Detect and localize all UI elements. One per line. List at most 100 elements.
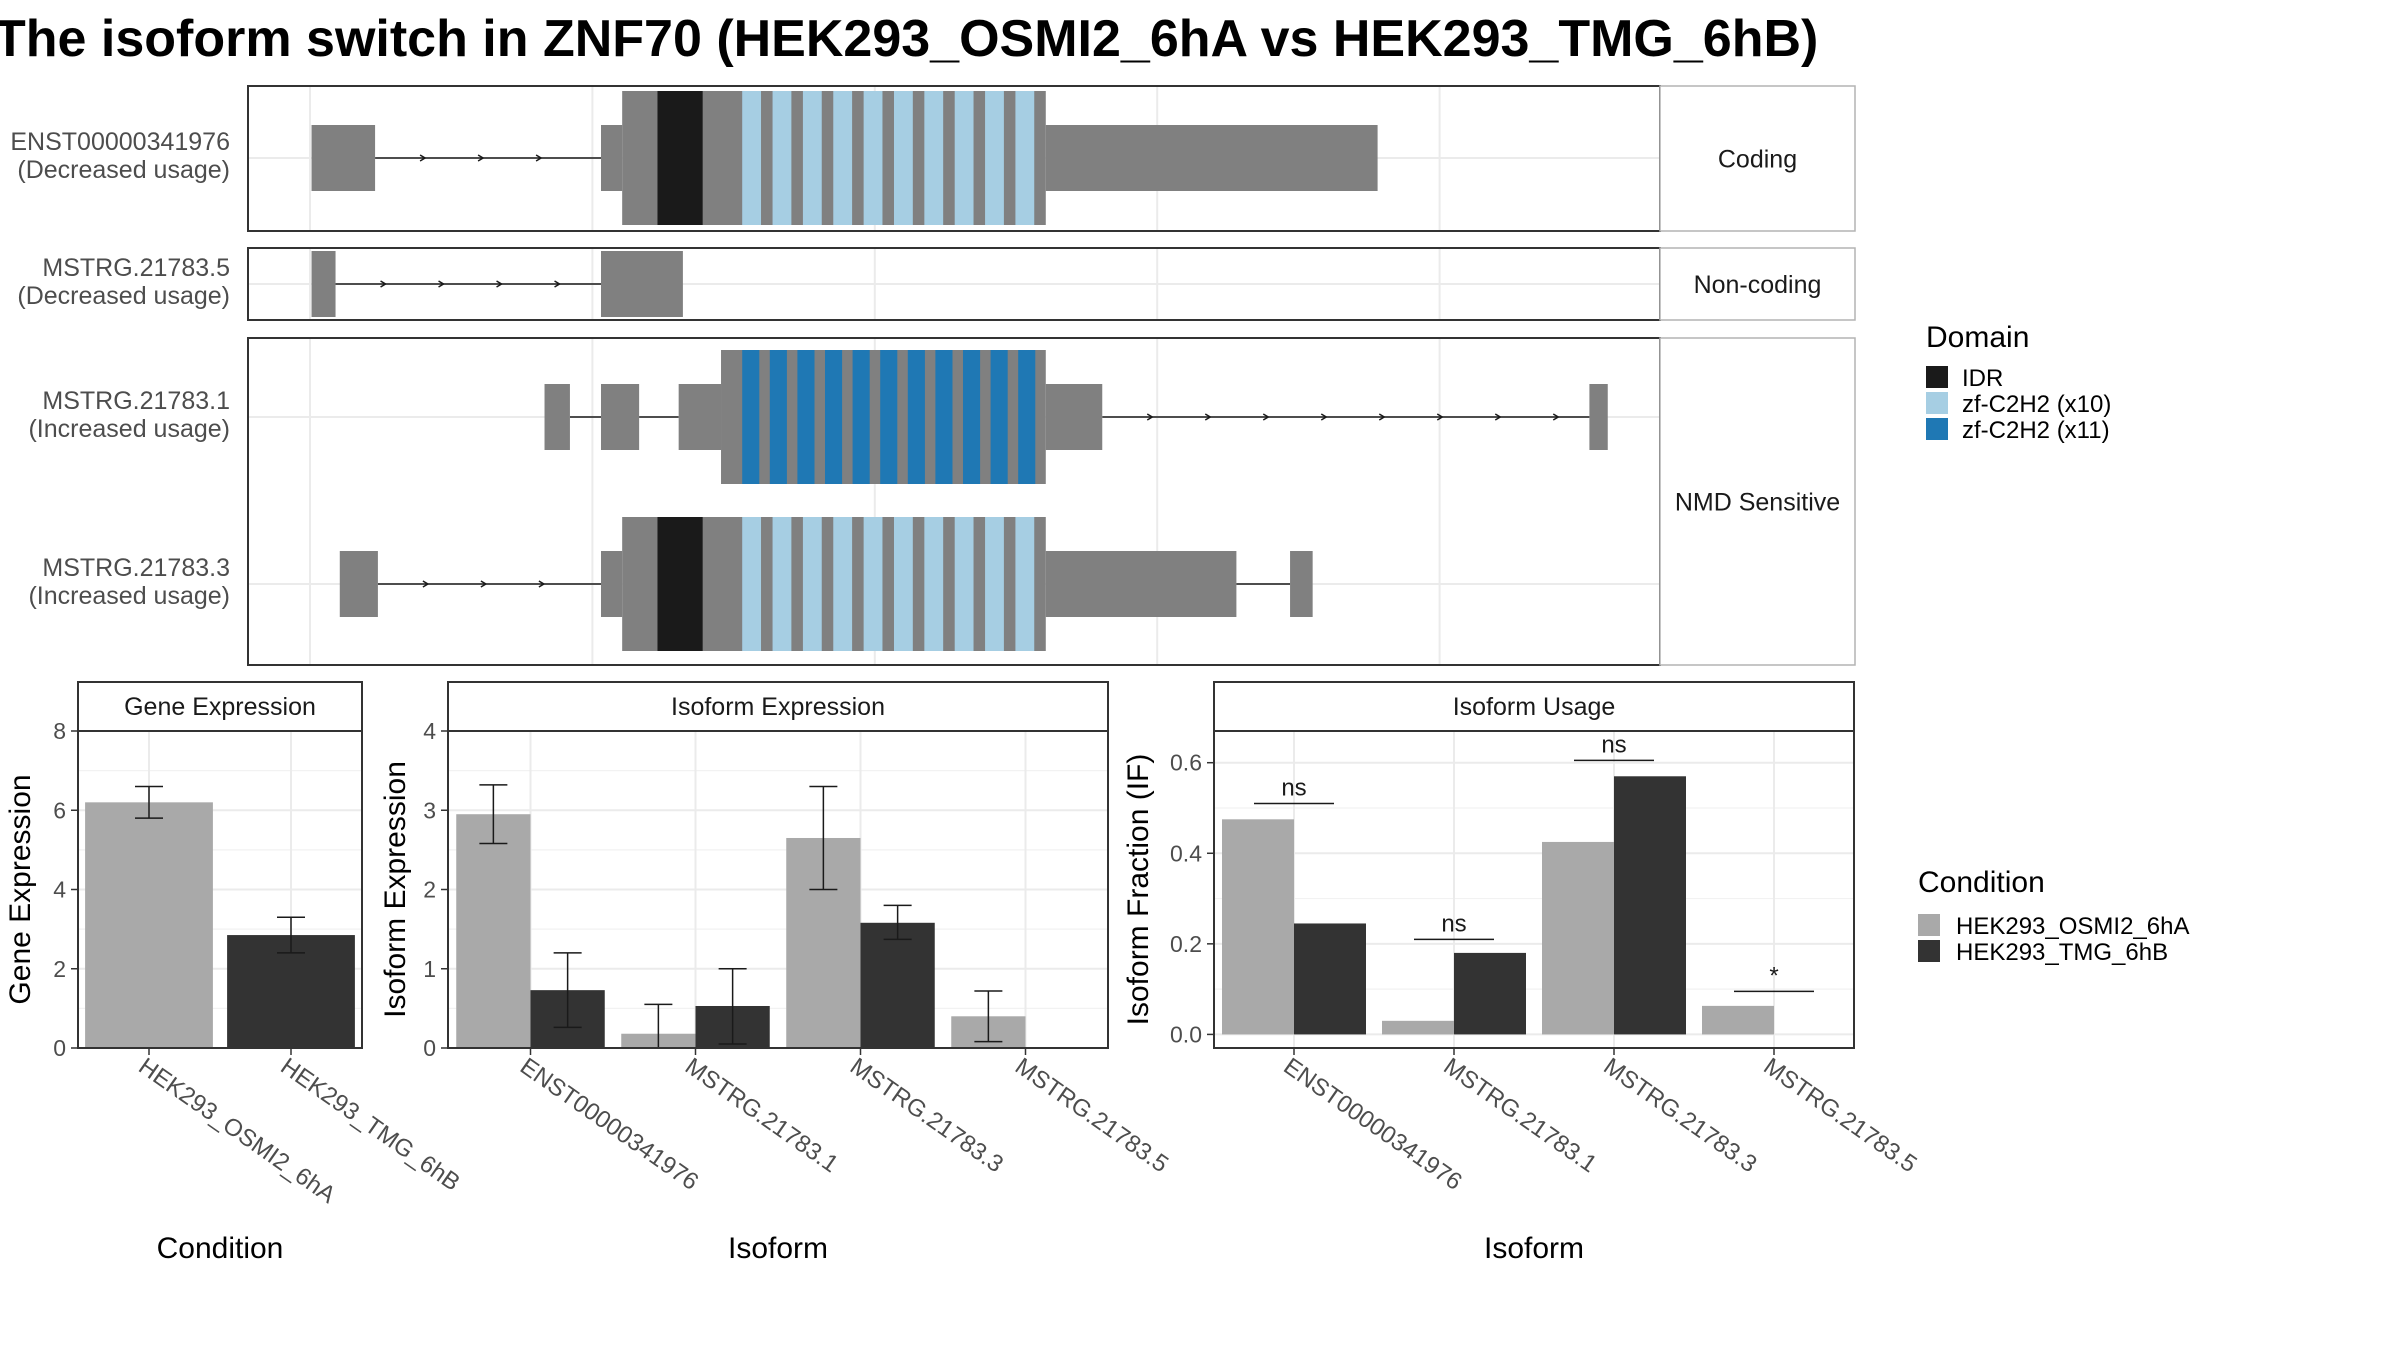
domain-idr [657, 91, 703, 225]
domain-zf-segment [935, 350, 953, 484]
utr-exon [601, 251, 683, 317]
isoform-usage-label: (Increased usage) [28, 415, 230, 443]
utr-exon [339, 551, 378, 617]
utr-exon [678, 384, 722, 450]
domain-zf-segment [954, 91, 974, 225]
isoform-name-label: MSTRG.21783.3 [42, 554, 230, 582]
intron-arrow [1320, 413, 1328, 421]
chart-strip-title: Isoform Expression [671, 693, 885, 721]
domain-zf-segment [742, 350, 760, 484]
x-axis-title: Condition [157, 1232, 284, 1265]
group-strip [1659, 85, 1856, 232]
bar [1382, 1020, 1454, 1035]
intron-arrow [554, 280, 562, 288]
group-strip [1659, 247, 1856, 321]
y-axis-title: Isoform Expression [379, 761, 412, 1018]
domain-zf-segment [985, 91, 1004, 225]
significance-label: ns [1281, 774, 1306, 801]
y-tick-label: 1 [423, 956, 436, 982]
domain-zf-segment [772, 91, 792, 225]
bar [85, 802, 213, 1048]
significance-label: ns [1601, 731, 1626, 758]
x-tick-label: MSTRG.21783.1 [1439, 1053, 1602, 1178]
x-tick-label: ENST00000341976 [515, 1053, 703, 1196]
bar [227, 935, 355, 1048]
intron-arrow [419, 154, 427, 162]
domain-idr [657, 517, 703, 651]
utr-exon [601, 125, 623, 191]
utr-exon [1589, 384, 1608, 450]
domain-legend-label: zf-C2H2 (x11) [1962, 417, 2110, 444]
bar [860, 922, 935, 1048]
intron-arrow [1552, 413, 1560, 421]
domain-legend-label: IDR [1962, 365, 2003, 392]
domain-zf-segment [880, 350, 898, 484]
utr-exon [311, 125, 376, 191]
isoform-usage-label: (Decreased usage) [17, 156, 230, 184]
y-tick-label: 3 [423, 797, 436, 823]
domain-legend-title: Domain [1926, 321, 2029, 354]
utr-exon [544, 384, 570, 450]
significance-label: ns [1441, 910, 1466, 937]
y-tick-label: 4 [423, 718, 436, 744]
domain-zf-segment [1015, 91, 1035, 225]
significance-label: * [1769, 962, 1778, 989]
chart-strip [447, 681, 1109, 732]
x-tick-label: MSTRG.21783.5 [1010, 1053, 1173, 1178]
utr-exon [311, 251, 336, 317]
intron-arrow [1204, 413, 1212, 421]
condition-legend-label: HEK293_OSMI2_6hA [1956, 913, 2189, 940]
figure-title: The isoform switch in ZNF70 (HEK293_OSMI… [0, 10, 1818, 68]
intron-arrow [1146, 413, 1154, 421]
domain-zf-segment [1018, 350, 1036, 484]
domain-zf-segment [985, 517, 1004, 651]
isoform-name-label: MSTRG.21783.5 [42, 254, 230, 282]
x-axis-title: Isoform [728, 1232, 828, 1265]
utr-exon [601, 551, 623, 617]
domain-zf-segment [907, 350, 925, 484]
group-strip-label: Non-coding [1694, 271, 1822, 299]
utr-exon [1045, 551, 1237, 617]
bar [1454, 952, 1526, 1035]
intron-arrow [1378, 413, 1386, 421]
y-tick-label: 0.0 [1170, 1021, 1202, 1047]
y-axis-title: Isoform Fraction (IF) [1122, 754, 1155, 1026]
domain-zf-segment [863, 91, 883, 225]
intron-arrow [1436, 413, 1444, 421]
utr-exon [601, 384, 640, 450]
bar [1222, 819, 1294, 1035]
intron-arrow [1494, 413, 1502, 421]
bar [1702, 1005, 1774, 1035]
intron-arrow [422, 580, 430, 588]
intron-arrow [496, 280, 504, 288]
condition-legend-swatch [1918, 940, 1940, 962]
bar [1294, 923, 1366, 1035]
intron-arrow [538, 580, 546, 588]
domain-zf-segment [833, 91, 853, 225]
domain-legend-label: zf-C2H2 (x10) [1962, 391, 2111, 418]
intron-arrow [380, 280, 388, 288]
y-tick-label: 0.6 [1170, 750, 1202, 776]
isoform-name-label: ENST00000341976 [10, 128, 230, 156]
x-tick-label: MSTRG.21783.5 [1759, 1053, 1922, 1178]
domain-zf-segment [852, 350, 870, 484]
domain-legend-swatch [1926, 392, 1948, 414]
domain-zf-segment [797, 350, 815, 484]
intron-arrow [480, 580, 488, 588]
intron-arrow [438, 280, 446, 288]
condition-legend-label: HEK293_TMG_6hB [1956, 939, 2168, 966]
group-strip-label: NMD Sensitive [1675, 489, 1840, 517]
y-tick-label: 0.2 [1170, 931, 1202, 957]
intron-arrow [477, 154, 485, 162]
domain-zf-segment [824, 350, 843, 484]
group-strip [1659, 337, 1856, 666]
y-tick-label: 0 [53, 1035, 66, 1061]
domain-zf-segment [802, 91, 822, 225]
bar [1542, 841, 1614, 1035]
domain-zf-segment [924, 517, 944, 651]
bar [456, 814, 531, 1048]
x-axis-title: Isoform [1484, 1232, 1584, 1265]
isoform-name-label: MSTRG.21783.1 [42, 387, 230, 415]
